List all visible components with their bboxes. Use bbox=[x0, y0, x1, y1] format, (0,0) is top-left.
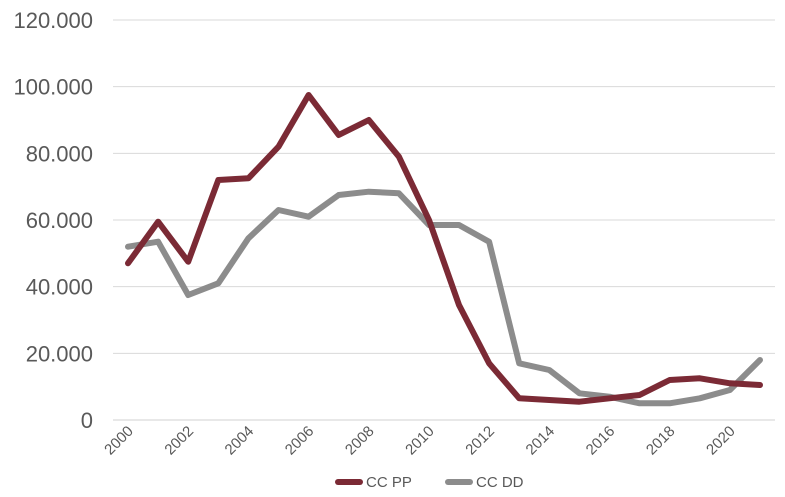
y-tick-label: 20.000 bbox=[26, 341, 93, 366]
x-tick-label: 2012 bbox=[462, 423, 498, 459]
x-axis-tick-labels: 2000 2002 2004 2006 2008 2010 2012 2014 2016 2018… bbox=[101, 423, 738, 459]
x-tick-label: 2002 bbox=[161, 423, 197, 459]
y-tick-label: 40.000 bbox=[26, 275, 93, 300]
y-tick-label: 120.000 bbox=[13, 8, 93, 33]
x-tick-label: 2000 bbox=[101, 423, 137, 459]
series-lines bbox=[125, 92, 763, 407]
y-tick-label: 100.000 bbox=[13, 75, 93, 100]
series-line bbox=[125, 92, 763, 405]
y-tick-label: 60.000 bbox=[26, 208, 93, 233]
x-tick-label: 2014 bbox=[523, 423, 559, 459]
gridlines bbox=[113, 19, 775, 421]
series-cc-pp bbox=[125, 92, 763, 405]
x-tick-label: 2010 bbox=[402, 423, 438, 459]
legend: CC PP CC DD bbox=[335, 474, 524, 491]
legend-label: CC DD bbox=[476, 474, 524, 491]
x-tick-label: 2006 bbox=[282, 423, 318, 459]
x-tick-label: 2020 bbox=[703, 423, 739, 459]
y-tick-label: 0 bbox=[81, 408, 93, 433]
x-tick-label: 2018 bbox=[643, 423, 679, 459]
series-line bbox=[125, 188, 763, 407]
x-tick-label: 2004 bbox=[222, 423, 258, 459]
y-axis-tick-labels: 0 20.000 40.000 60.000 80.000 100.000 120.000 bbox=[13, 8, 93, 433]
x-tick-label: 2016 bbox=[583, 423, 619, 459]
series-cc-dd bbox=[125, 188, 763, 407]
legend-label: CC PP bbox=[366, 474, 412, 491]
y-tick-label: 80.000 bbox=[26, 141, 93, 166]
x-tick-label: 2008 bbox=[342, 423, 378, 459]
